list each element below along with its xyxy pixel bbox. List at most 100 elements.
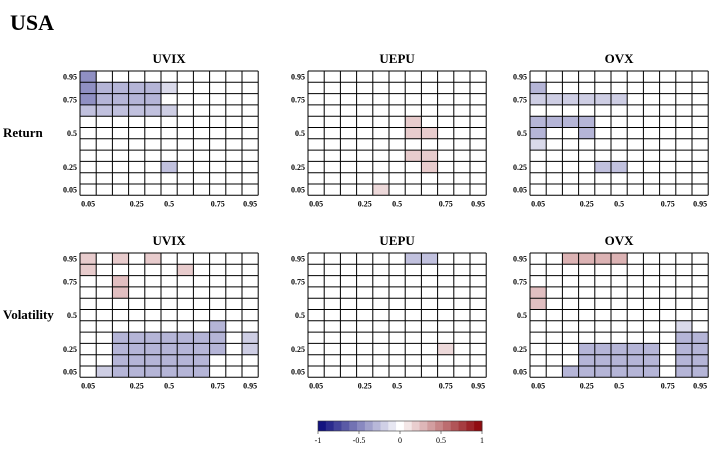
y-tick-label: 0.95 <box>513 255 527 264</box>
heatmap-cell <box>112 82 129 94</box>
heatmap-cell <box>80 71 97 83</box>
colorbar-tick-label: 0 <box>398 436 402 445</box>
heatmap-cell <box>144 104 161 117</box>
x-tick-label: 0.95 <box>243 381 257 390</box>
y-tick-label: 0.5 <box>67 311 77 320</box>
heatmap-cell <box>692 332 709 344</box>
y-tick-label: 0.75 <box>291 95 305 104</box>
heatmap-cell <box>193 366 210 378</box>
heatmap-cell <box>562 116 579 128</box>
heatmap-cell <box>421 253 438 265</box>
panel-title: UEPU <box>379 233 415 248</box>
heatmap-cell <box>578 343 595 355</box>
heatmap-cell <box>193 332 210 344</box>
panel-title: UEPU <box>379 51 415 66</box>
colorbar-swatch <box>419 421 428 431</box>
heatmap-cell <box>643 366 660 378</box>
figure-title: USA <box>10 10 54 35</box>
x-tick-label: 0.25 <box>358 381 372 390</box>
x-tick-label: 0.75 <box>661 381 675 390</box>
heatmap-cell <box>128 354 145 366</box>
heatmap-cell <box>96 104 113 117</box>
heatmap-cell <box>80 93 97 105</box>
x-tick-label: 0.25 <box>580 381 594 390</box>
heatmap-cell <box>112 343 129 355</box>
heatmap-panels: UVIX 0.95 0.75 0.5 0.25 0.05 0.05 0.25 0.5 0.75 0.… <box>63 51 709 390</box>
colorbar-swatch <box>427 421 436 431</box>
colorbar-swatch <box>364 421 374 431</box>
colorbar-swatch <box>411 421 420 431</box>
y-tick-label: 0.75 <box>513 95 527 104</box>
y-tick-label: 0.75 <box>513 277 527 286</box>
heatmap-cell <box>627 343 644 355</box>
heatmap-cell <box>193 343 210 355</box>
heatmap-cell <box>594 366 611 378</box>
heatmap-cell <box>594 93 611 105</box>
heatmap-cell <box>144 343 161 355</box>
x-tick-label: 0.25 <box>130 381 144 390</box>
y-tick-label: 0.5 <box>517 311 527 320</box>
heatmap-panel: UVIX 0.95 0.75 0.5 0.25 0.05 0.05 0.25 0.5 0.75 0.… <box>63 233 259 390</box>
panel-background <box>308 71 487 196</box>
heatmap-cell <box>530 286 547 299</box>
colorbar-swatch <box>372 421 381 431</box>
heatmap-cell <box>144 253 161 265</box>
x-tick-label: 0.75 <box>211 381 225 390</box>
heatmap-cell <box>372 184 389 196</box>
heatmap-cell <box>161 104 178 117</box>
heatmap-cell <box>161 82 178 94</box>
heatmap-cell <box>161 354 178 366</box>
panel-background <box>308 253 487 378</box>
heatmap-cell <box>112 104 129 117</box>
colorbar-swatch <box>396 421 405 431</box>
heatmap-cell <box>611 343 628 355</box>
heatmap-cell <box>80 82 97 94</box>
y-tick-label: 0.25 <box>291 345 305 354</box>
y-tick-label: 0.5 <box>295 311 305 320</box>
x-tick-label: 0.75 <box>439 199 453 208</box>
heatmap-cell <box>421 150 438 162</box>
heatmap-cell <box>128 343 145 355</box>
y-tick-label: 0.95 <box>513 73 527 82</box>
heatmap-cell <box>578 253 595 265</box>
y-tick-label: 0.5 <box>295 129 305 138</box>
heatmap-cell <box>405 253 422 265</box>
colorbar-swatch <box>318 421 327 431</box>
y-tick-label: 0.5 <box>67 129 77 138</box>
colorbar-swatch <box>380 421 389 431</box>
x-tick-label: 0.5 <box>164 381 174 390</box>
heatmap-cell <box>675 343 692 355</box>
x-tick-label: 0.95 <box>471 381 485 390</box>
x-tick-label: 0.95 <box>471 199 485 208</box>
x-tick-label: 0.05 <box>531 199 545 208</box>
heatmap-cell <box>161 366 178 378</box>
heatmap-cell <box>611 93 628 105</box>
heatmap-cell <box>128 366 145 378</box>
heatmap-cell <box>177 332 194 344</box>
y-tick-label: 0.95 <box>291 255 305 264</box>
colorbar-tick-label: 0.5 <box>436 436 446 445</box>
heatmap-panel: UEPU 0.95 0.75 0.5 0.25 0.05 0.05 0.25 0.5 0.75 0.… <box>291 51 487 208</box>
panel-title: UVIX <box>152 51 186 66</box>
heatmap-cell <box>578 93 595 105</box>
colorbar-swatch <box>442 421 452 431</box>
x-tick-label: 0.5 <box>614 199 624 208</box>
heatmap-cell <box>421 127 438 139</box>
x-tick-label: 0.5 <box>164 199 174 208</box>
heatmap-cell <box>112 332 129 344</box>
x-tick-label: 0.75 <box>211 199 225 208</box>
colorbar-swatch <box>474 421 483 431</box>
heatmap-cell <box>643 354 660 366</box>
heatmap-cell <box>562 366 579 378</box>
heatmap-cell <box>405 116 422 128</box>
heatmap-cell <box>692 366 709 378</box>
heatmap-cell <box>421 161 438 173</box>
heatmap-cell <box>112 286 129 299</box>
heatmap-cell <box>578 354 595 366</box>
x-tick-label: 0.05 <box>81 199 95 208</box>
y-tick-label: 0.05 <box>63 186 77 195</box>
heatmap-cell <box>437 343 454 355</box>
x-tick-label: 0.25 <box>358 199 372 208</box>
y-tick-label: 0.95 <box>63 73 77 82</box>
heatmap-cell <box>562 93 579 105</box>
